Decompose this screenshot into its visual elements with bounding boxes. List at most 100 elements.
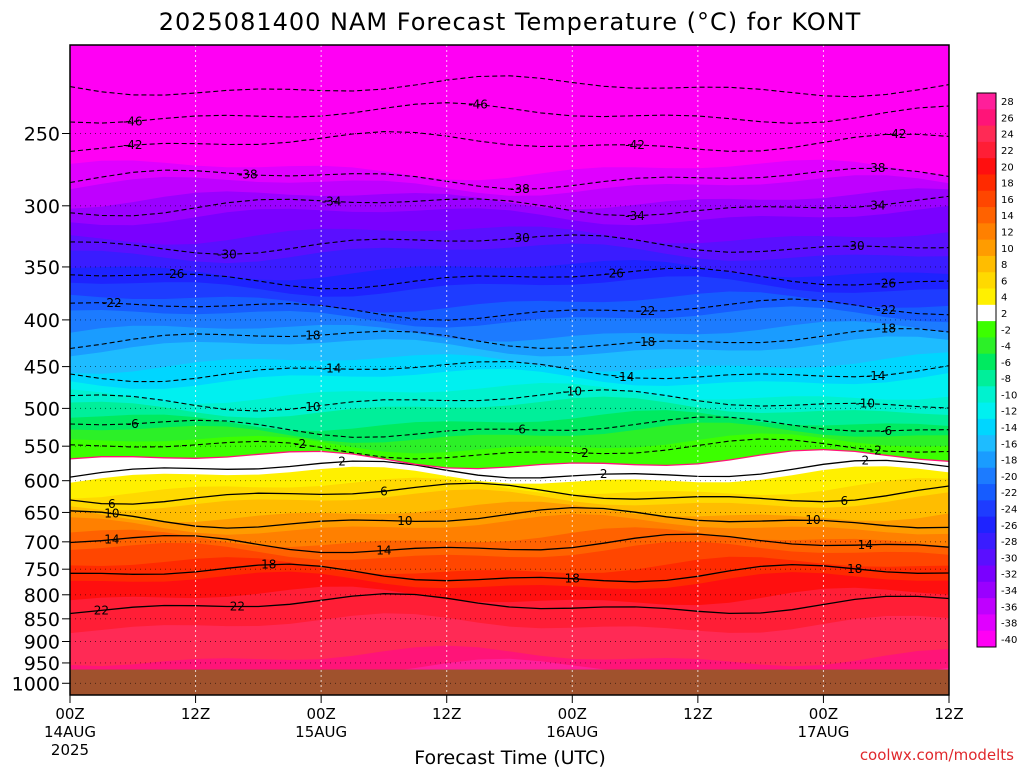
contour-label: -14 [322,362,342,376]
isotherm--50 [70,75,949,98]
contour-label: 2 [600,467,608,481]
isotherm--42 [70,131,949,152]
colorbar-label: -26 [1001,521,1017,532]
contour-label: -22 [102,296,122,310]
colorbar-swatch [977,255,996,273]
isotherm-6 [70,482,949,505]
colorbar-swatch [977,304,996,322]
colorbar-swatch [977,239,996,257]
x-tick-label: 16AUG [546,723,598,741]
contour-label: -10 [301,400,321,414]
contour-label: -10 [855,396,875,410]
contour-label: -6 [880,424,892,438]
colorbar-label: -32 [1001,570,1017,581]
x-tick-label: 14AUG [44,723,96,741]
colorbar-swatch [977,565,996,583]
contour-label: 2 [861,453,869,467]
colorbar-label: -38 [1001,619,1017,630]
chart-title: 2025081400 NAM Forecast Temperature (°C)… [159,8,862,36]
isotherm--14 [70,361,949,383]
y-tick-label: 650 [24,502,60,524]
isotherm--2 [70,438,949,460]
contour-label: 18 [565,572,580,586]
isotherm--30 [70,234,949,256]
contour-label: -18 [636,335,656,349]
isotherm--6 [70,416,949,438]
x-tick-label: 15AUG [295,723,347,741]
colorbar-label: -30 [1001,553,1017,564]
x-tick-label: 12Z [683,705,712,723]
colorbar-swatch [977,109,996,127]
colorbar-label: -18 [1001,456,1017,467]
contour-label: -26 [604,267,624,281]
colorbar-label: 28 [1001,97,1014,108]
isotherm-10 [70,506,949,529]
isotherm--46 [70,102,949,124]
y-tick-label: 500 [24,398,60,420]
colorbar-swatch [977,207,996,224]
x-tick-label: 00Z [306,705,335,723]
contour-label: -10 [562,384,582,398]
colorbar-label: -8 [1001,374,1011,385]
x-tick-label: 00Z [55,705,84,723]
contour-label: 14 [104,533,119,547]
contour-label: -30 [845,239,865,253]
colorbar-swatch [977,549,996,567]
colorbar-label: -36 [1001,602,1017,613]
colorbar-label: 16 [1001,195,1014,206]
colorbar-label: 12 [1001,228,1014,239]
colorbar-label: -28 [1001,537,1017,548]
contour-label: -18 [301,329,321,343]
x-tick-label: 12Z [181,705,210,723]
y-axis: 2503003504004505005506006507007508008509… [12,123,70,695]
colorbar-label: 24 [1001,130,1014,141]
isotherm--18 [70,328,949,350]
y-tick-label: 250 [24,123,60,145]
y-tick-label: 400 [24,310,60,332]
x-tick-label: 12Z [934,705,963,723]
colorbar-label: -22 [1001,488,1017,499]
y-tick-label: 800 [24,585,60,607]
colorbar-label: 2 [1001,309,1007,320]
contour-label: 22 [230,600,245,614]
colorbar-label: -34 [1001,586,1017,597]
ground-layer [70,669,949,695]
colorbar-swatch [977,386,996,404]
credit-link[interactable]: coolwx.com/modelts [860,746,1014,764]
colorbar-legend: 28 26 24 22 20 18 16 14 12 10 8 6 4 2 -2 -4 -6 -8 -10 -12 -1… [976,92,1017,648]
colorbar-label: -24 [1001,505,1017,516]
colorbar-swatch [977,125,996,143]
colorbar-label: -4 [1001,342,1011,353]
temperature-fill-bands [70,45,949,695]
y-tick-label: 350 [24,257,60,279]
contour-label: -26 [165,267,185,281]
colorbar-label: -6 [1001,358,1011,369]
y-tick-label: 300 [24,196,60,218]
contour-label: -42 [625,138,645,152]
colorbar-label: -14 [1001,423,1017,434]
colorbar-swatch [977,158,996,175]
colorbar-label: 26 [1001,113,1014,124]
contour-label: -26 [876,276,896,290]
colorbar-swatch [977,467,996,485]
colorbar-swatch [977,532,996,550]
colorbar-swatch [977,93,996,110]
colorbar-label: 20 [1001,162,1014,173]
contour-label: 18 [261,557,276,571]
contour-label: -2 [870,443,882,457]
contour-label: 6 [380,484,388,498]
x-tick-label: 00Z [809,705,838,723]
y-tick-label: 550 [24,436,60,458]
isotherm--38 [70,167,949,190]
colorbar-swatch [977,223,996,241]
contour-label: 6 [841,494,849,508]
colorbar-swatch [977,321,996,338]
contour-label: 2 [338,455,346,469]
colorbar-swatch [977,630,996,648]
x-tick-label: 12Z [432,705,461,723]
colorbar-swatch [977,435,996,452]
contour-label: -34 [625,209,645,223]
contour-label: -34 [866,199,886,213]
contour-label: -38 [238,168,258,182]
